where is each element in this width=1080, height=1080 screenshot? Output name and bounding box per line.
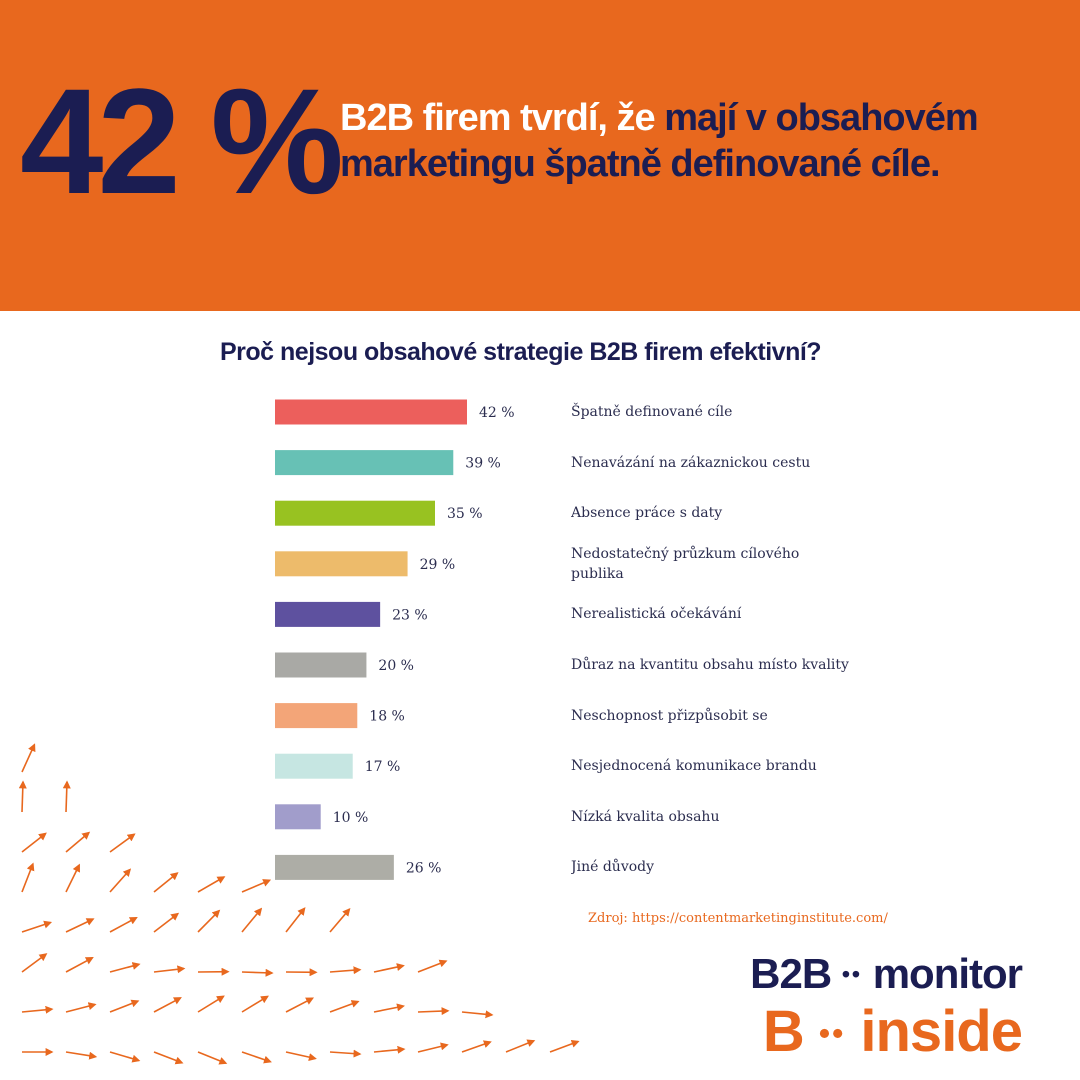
category-label: Nedostatečný průzkum cílového publika (571, 545, 800, 582)
category-label: Neschopnost přizpůsobit se (571, 707, 768, 724)
arrow-icon (329, 1049, 362, 1058)
bar-value-label: 42 % (479, 405, 515, 421)
category-label: Nízká kvalita obsahu (571, 808, 720, 825)
logo-b-text: B (762, 999, 805, 1064)
bar-value-label: 35 % (447, 506, 483, 522)
b-inside-logo: B •• inside (622, 998, 1023, 1065)
headline-text: B2B firem tvrdí, že mají v obsahovém mar… (340, 96, 1070, 187)
category-label: Jiné důvody (571, 859, 655, 876)
logo-b2b-text: B2B (750, 950, 832, 997)
arrow-icon (109, 833, 136, 853)
category-label: Důraz na kvantitu obsahu místo kvality (571, 657, 849, 673)
b2b-monitor-logo: B2B •• monitor (622, 950, 1023, 998)
arrow-icon (241, 995, 269, 1013)
arrow-icon (21, 920, 53, 933)
arrow-icon (153, 1051, 184, 1065)
bar (275, 450, 454, 476)
arrow-icon (417, 959, 448, 973)
arrow-icon (417, 1042, 449, 1053)
arrow-icon (109, 1051, 141, 1063)
arrow-icon (197, 876, 226, 893)
arrow-icon (329, 907, 351, 933)
arrow-icon (21, 862, 35, 893)
arrow-icon (241, 907, 263, 933)
arrow-icon (65, 1002, 97, 1013)
bar-chart: 42 % Špatně definované cíle 39 % Nenavázání… (275, 399, 849, 880)
bar-value-label: 18 % (369, 709, 405, 725)
logo-monitor-text: monitor (872, 950, 1023, 997)
bar-value-label: 39 % (465, 456, 501, 472)
bar-value-label: 20 % (378, 658, 414, 674)
arrow-icon (153, 965, 186, 974)
arrow-icon (373, 963, 405, 973)
arrow-icon (109, 868, 132, 893)
arrow-icon (21, 953, 48, 973)
arrow-icon (285, 997, 315, 1013)
arrow-icon (109, 916, 138, 933)
category-label: Nerealistická očekávání (571, 606, 742, 623)
bar (275, 551, 408, 577)
arrow-icon (65, 863, 80, 893)
bar-value-label: 10 % (333, 810, 369, 826)
bar (275, 753, 353, 779)
arrow-icon (461, 1040, 492, 1053)
source-note: Zdroj: https://contentmarketinginstitute… (588, 911, 888, 926)
arrow-icon (21, 743, 36, 773)
arrow-icon (65, 1051, 98, 1060)
arrow-icon (197, 909, 221, 933)
logo-dots-icon: •• (818, 1015, 846, 1052)
arrow-icon (21, 1005, 54, 1014)
arrow-icon (329, 966, 362, 975)
arrow-icon (109, 962, 141, 973)
headline-statistic: 42 % (20, 57, 344, 225)
headline-text-highlight: B2B firem tvrdí, že (340, 97, 656, 139)
arrow-icon (285, 1051, 317, 1062)
category-label: Nenavázání na zákaznickou cestu (571, 454, 811, 471)
bar-value-label: 29 % (420, 557, 456, 573)
arrow-icon (197, 1051, 228, 1065)
logo-dots-icon: •• (841, 961, 863, 988)
bar (275, 652, 367, 678)
arrow-icon (505, 1039, 536, 1053)
arrow-icon (153, 997, 182, 1013)
arrow-icon (65, 831, 91, 853)
arrow-icon (241, 968, 274, 977)
header-banner: 42 % B2B firem tvrdí, že mají v obsahové… (0, 0, 1080, 311)
bar-value-label: 23 % (392, 607, 428, 623)
arrow-icon (21, 832, 47, 853)
arrow-icon (241, 1051, 272, 1064)
category-label: Špatně definované cíle (571, 404, 733, 420)
arrow-icon (285, 907, 306, 933)
arrow-icon (65, 957, 94, 973)
category-label: Nesjednocená komunikace brandu (571, 758, 817, 775)
arrow-icon (461, 1010, 494, 1019)
arrow-icon (153, 872, 179, 893)
bar (275, 399, 467, 425)
category-label: Absence práce s daty (571, 505, 723, 522)
arrow-field-icon (18, 743, 580, 1065)
bar-value-label: 17 % (365, 759, 401, 775)
logo-inside-text: inside (860, 999, 1023, 1064)
bar (275, 804, 321, 830)
arrow-icon (197, 995, 225, 1013)
arrow-icon (373, 1003, 405, 1013)
arrow-icon (549, 1039, 580, 1053)
bar (275, 703, 358, 729)
arrow-icon (65, 918, 95, 933)
bar (275, 601, 381, 627)
bar-value-label: 26 % (406, 860, 442, 876)
arrow-icon (241, 879, 272, 893)
headline-text-rest: mají v obsahovém marketingu špatně defin… (340, 97, 979, 185)
arrow-icon (417, 1007, 450, 1016)
bar (275, 500, 435, 526)
arrow-icon (62, 780, 71, 813)
arrow-icon (373, 1045, 406, 1054)
chart-title: Proč nejsou obsahové strategie B2B firem… (220, 338, 822, 366)
bar (275, 854, 394, 880)
arrow-icon (153, 912, 180, 933)
arrow-icon (109, 999, 140, 1013)
arrow-icon (18, 780, 27, 813)
arrow-icon (329, 1000, 360, 1013)
